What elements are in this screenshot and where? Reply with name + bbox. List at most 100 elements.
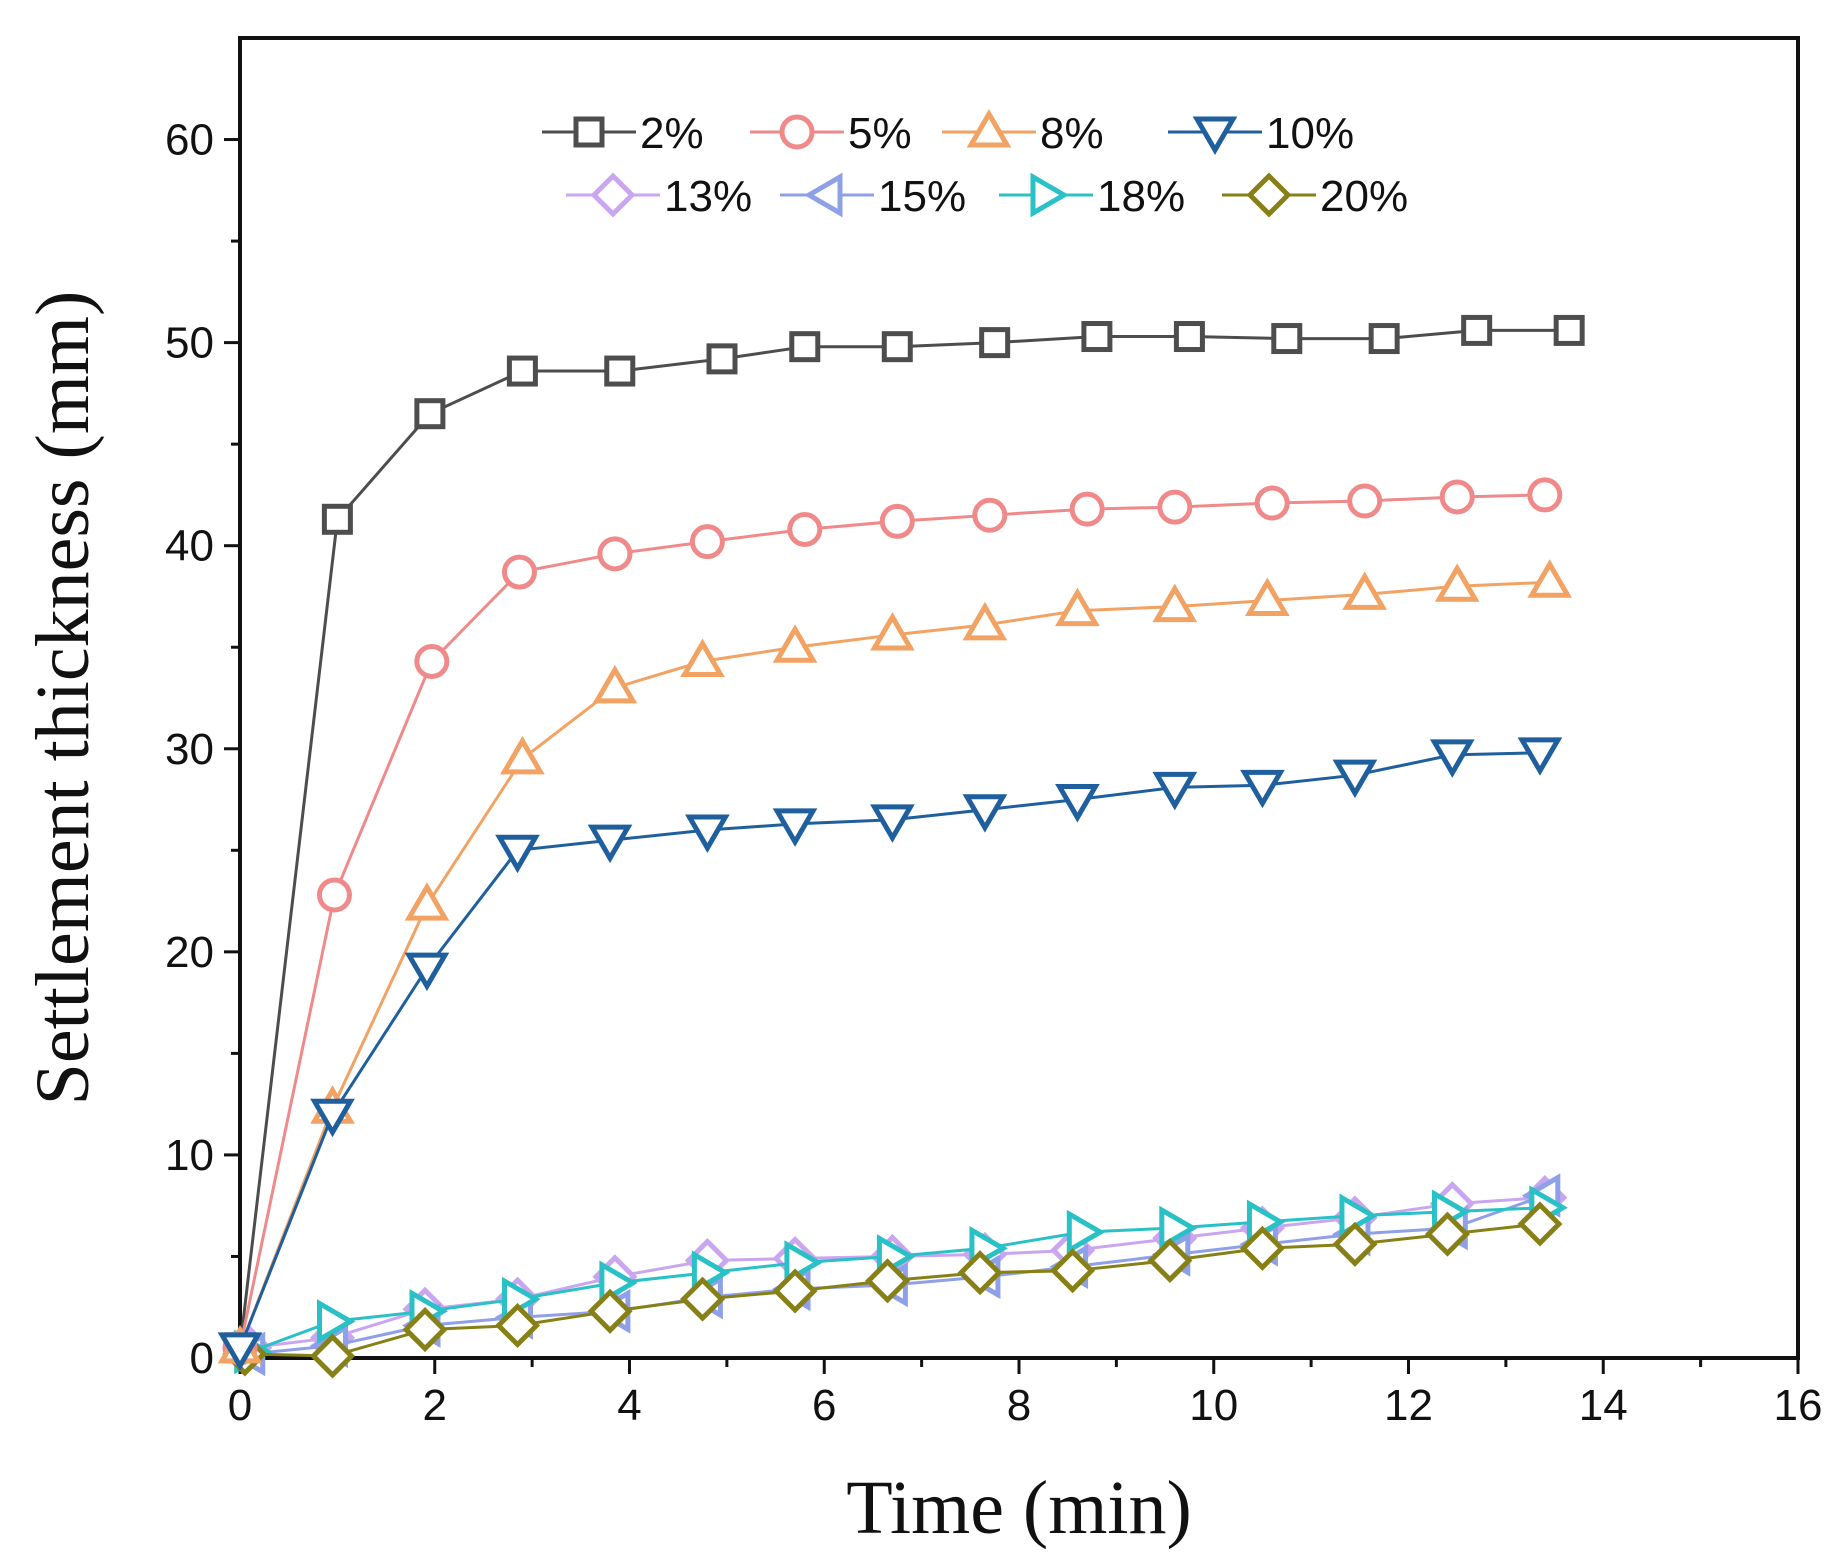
data-point-5pct — [689, 524, 725, 560]
data-point-20pct — [402, 1307, 448, 1353]
data-point-10pct — [1332, 759, 1378, 799]
data-point-20pct — [587, 1288, 633, 1334]
data-point-8pct — [1434, 563, 1480, 602]
data-point-20pct — [1147, 1237, 1193, 1284]
data-point-2pct — [321, 503, 353, 535]
data-point-8pct — [772, 624, 818, 663]
data-point-5pct — [972, 497, 1008, 533]
legend-item-2pct: 2% — [542, 109, 704, 158]
x-tick-label: 14 — [1579, 1381, 1628, 1430]
data-point-10pct — [1055, 784, 1100, 823]
data-point-20pct — [679, 1276, 726, 1322]
x-axis-label: Time (min) — [846, 1466, 1192, 1550]
data-point-10pct — [495, 834, 540, 874]
legend-marker-13pct — [590, 172, 636, 218]
series-line-2pct — [238, 328, 1570, 1348]
data-point-8pct — [1527, 559, 1573, 598]
legend-marker-20pct — [1246, 172, 1292, 218]
data-point-2pct — [1553, 314, 1585, 346]
data-point-20pct — [1239, 1225, 1285, 1271]
axis-ticks: 0 2 4 6 8 10 12 14 16 0 10 20 30 40 50 60 — [165, 116, 1822, 1430]
legend-item-5pct: 5% — [750, 109, 912, 158]
data-point-8pct — [680, 638, 725, 677]
data-point-10pct — [1429, 739, 1475, 778]
series-10pct — [217, 737, 1563, 1371]
data-point-2pct — [1368, 323, 1400, 355]
data-point-8pct — [404, 882, 450, 921]
legend-label-18pct: 18% — [1097, 172, 1185, 221]
legend: 2% 5% 8% 10% 13% 15% 18% 20% — [542, 109, 1408, 221]
data-point-18pct — [1159, 1205, 1198, 1251]
legend-item-18pct: 18% — [999, 172, 1185, 221]
legend-label-13pct: 13% — [664, 172, 752, 221]
y-tick-label: 30 — [165, 725, 214, 774]
y-tick-label: 40 — [165, 522, 214, 571]
legend-label-2pct: 2% — [640, 109, 704, 158]
data-point-2pct — [789, 331, 821, 363]
data-point-8pct — [500, 735, 545, 775]
data-point-8pct — [1055, 587, 1100, 627]
legend-item-15pct: 15% — [780, 172, 966, 221]
y-tick-label: 20 — [165, 928, 214, 977]
series-group — [217, 314, 1585, 1379]
y-tick-label: 10 — [165, 1131, 214, 1180]
data-point-8pct — [870, 612, 915, 651]
data-point-5pct — [787, 511, 823, 547]
data-point-10pct — [1152, 771, 1198, 811]
data-point-8pct — [592, 664, 638, 704]
data-point-5pct — [316, 877, 352, 913]
data-point-10pct — [587, 824, 633, 864]
data-point-5pct — [1347, 483, 1383, 519]
data-point-2pct — [1461, 314, 1493, 346]
data-point-20pct — [772, 1268, 818, 1314]
data-point-2pct — [979, 327, 1011, 359]
legend-label-8pct: 8% — [1040, 109, 1104, 158]
data-point-20pct — [957, 1250, 1003, 1296]
x-tick-label: 2 — [423, 1381, 447, 1430]
x-tick-label: 10 — [1189, 1381, 1238, 1430]
legend-label-10pct: 10% — [1266, 109, 1354, 158]
data-point-2pct — [1271, 323, 1303, 355]
legend-marker-2pct — [573, 116, 605, 148]
series-20pct — [222, 1201, 1563, 1379]
x-tick-label: 6 — [812, 1381, 836, 1430]
series-8pct — [217, 559, 1573, 1364]
legend-item-20pct: 20% — [1222, 172, 1408, 221]
data-point-18pct — [317, 1299, 356, 1344]
data-point-10pct — [962, 794, 1008, 833]
data-point-2pct — [706, 343, 738, 375]
data-point-10pct — [404, 952, 450, 992]
legend-item-8pct: 8% — [942, 109, 1104, 158]
data-point-5pct — [1527, 477, 1563, 513]
data-point-18pct — [1066, 1209, 1106, 1255]
x-tick-label: 16 — [1774, 1381, 1823, 1430]
legend-item-13pct: 13% — [566, 172, 752, 221]
legend-label-20pct: 20% — [1320, 172, 1408, 221]
legend-marker-10pct — [1192, 116, 1238, 155]
data-point-10pct — [772, 808, 818, 847]
y-axis-label: Settlement thickness (mm) — [21, 291, 105, 1106]
data-point-10pct — [870, 804, 915, 843]
series-2pct — [224, 314, 1585, 1364]
data-point-5pct — [1069, 491, 1105, 527]
y-tick-label: 60 — [165, 116, 214, 165]
legend-label-5pct: 5% — [848, 109, 912, 158]
data-point-2pct — [506, 355, 538, 387]
legend-item-10pct: 10% — [1168, 109, 1354, 158]
x-tick-label: 0 — [228, 1381, 252, 1430]
data-point-10pct — [1240, 769, 1285, 809]
data-point-5pct — [879, 503, 915, 539]
data-point-5pct — [1439, 479, 1475, 515]
y-tick-label: 0 — [190, 1334, 214, 1383]
data-point-8pct — [1244, 577, 1290, 617]
data-point-10pct — [217, 1332, 263, 1371]
data-point-5pct — [1157, 489, 1193, 525]
data-point-10pct — [1517, 737, 1563, 776]
data-point-2pct — [604, 355, 636, 387]
legend-marker-18pct — [1030, 172, 1069, 218]
legend-label-15pct: 15% — [878, 172, 966, 221]
data-point-20pct — [1424, 1211, 1470, 1257]
data-point-2pct — [1081, 321, 1113, 353]
legend-marker-15pct — [804, 172, 843, 218]
data-point-2pct — [414, 398, 446, 430]
